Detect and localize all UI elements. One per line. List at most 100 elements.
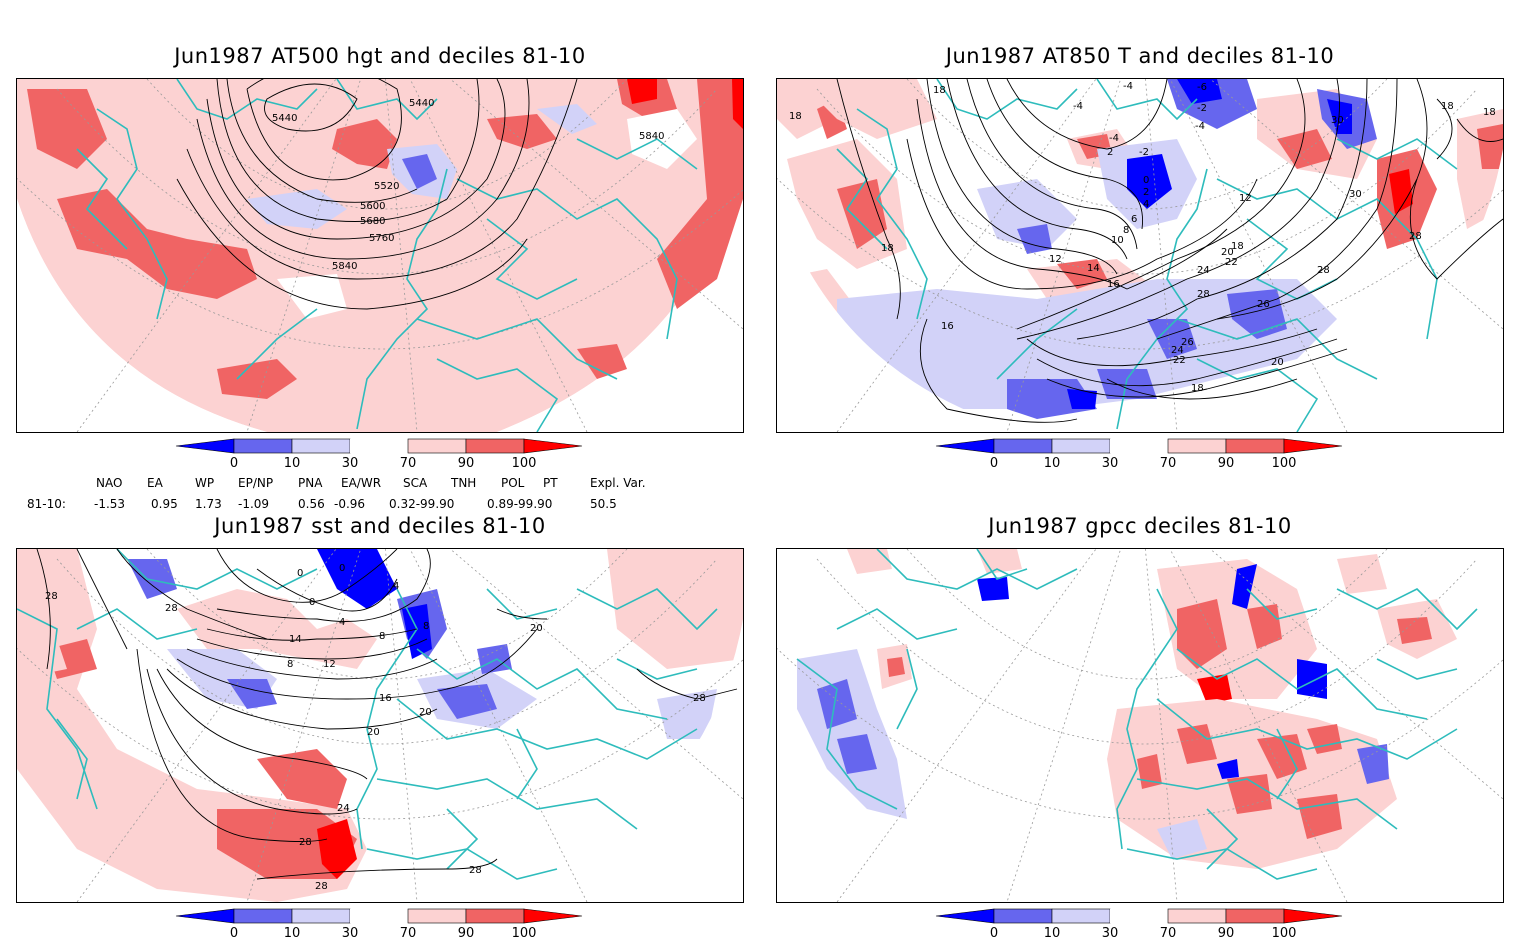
svg-text:-6: -6 <box>1197 82 1207 93</box>
svg-text:24: 24 <box>1197 265 1210 276</box>
panel-title-hgt500: Jun1987 AT500 hgt and deciles 81-10 <box>174 44 586 68</box>
colorbar-tick-label: 10 <box>284 926 301 941</box>
svg-text:16: 16 <box>379 693 392 704</box>
svg-text:24: 24 <box>1171 345 1184 356</box>
index-row-label: 81-10: <box>27 497 66 511</box>
svg-text:0: 0 <box>339 563 345 574</box>
map-panel-hgt500: 5440 5440 5840 5520 5600 5680 5760 5840 <box>16 78 744 433</box>
index-value-sca: 0.32-99.90 <box>389 497 455 511</box>
svg-text:2: 2 <box>1143 187 1149 198</box>
colorbar-segment <box>291 908 351 924</box>
colorbar-segment <box>233 908 293 924</box>
colorbar-segment <box>1283 438 1343 454</box>
colorbar-tick-label: 70 <box>1160 926 1177 941</box>
colorbar-segment <box>1110 909 1168 923</box>
colorbar-tick-label: 70 <box>400 926 417 941</box>
colorbar-tick-label: 10 <box>1044 456 1061 471</box>
svg-text:5440: 5440 <box>409 98 434 109</box>
colorbar-tick-label: 70 <box>1160 456 1177 471</box>
svg-text:18: 18 <box>789 111 802 122</box>
colorbar-segment <box>993 438 1053 454</box>
colorbar-segment <box>291 438 351 454</box>
svg-text:30: 30 <box>1331 115 1344 126</box>
colorbar-segment <box>1167 908 1227 924</box>
index-header-pt: PT <box>543 476 558 490</box>
index-header-eawr: EA/WR <box>341 476 382 490</box>
contour-labels-sst: 28 28 0 0 4 0 4 8 8 14 8 12 16 20 20 20 … <box>45 563 706 892</box>
index-header-sca: SCA <box>403 476 428 490</box>
svg-text:22: 22 <box>1173 355 1186 366</box>
index-value-nao: -1.53 <box>94 497 126 511</box>
svg-text:-4: -4 <box>1109 133 1119 144</box>
svg-text:28: 28 <box>1197 289 1210 300</box>
svg-text:5600: 5600 <box>360 201 385 212</box>
colorbar-tick-label: 10 <box>284 456 301 471</box>
colorbar-tick-label: 0 <box>990 456 998 471</box>
contour-labels-t850: -4 -4 -6 -4 -2 -4 2 -2 0 2 4 6 8 10 12 1… <box>789 81 1496 394</box>
svg-text:18: 18 <box>933 85 946 96</box>
colorbar-segment <box>935 438 995 454</box>
colorbar-tick-label: 90 <box>1218 926 1235 941</box>
svg-text:28: 28 <box>1409 231 1422 242</box>
index-header-wp: WP <box>195 476 215 490</box>
colorbar-tick-label: 90 <box>1218 456 1235 471</box>
colorbar-segment <box>1051 438 1111 454</box>
colorbar-segment <box>175 438 235 454</box>
colorbar-segment <box>1167 438 1227 454</box>
colorbar-t850: 0 10 30 70 90 100 <box>935 438 1356 471</box>
colorbar-segment <box>993 908 1053 924</box>
svg-text:0: 0 <box>1143 175 1149 186</box>
panel-title-sst: Jun1987 sst and deciles 81-10 <box>214 514 546 538</box>
svg-text:20: 20 <box>367 727 380 738</box>
colorbar-tick-label: 90 <box>458 926 475 941</box>
svg-text:4: 4 <box>393 581 399 592</box>
svg-text:28: 28 <box>315 881 328 892</box>
svg-text:-4: -4 <box>1073 101 1083 112</box>
index-header-tnh: TNH <box>451 476 477 490</box>
svg-text:12: 12 <box>1049 254 1062 265</box>
svg-text:5760: 5760 <box>369 233 394 244</box>
colorbar-segment <box>935 908 995 924</box>
svg-text:20: 20 <box>1271 357 1284 368</box>
svg-text:18: 18 <box>1231 241 1244 252</box>
colorbar-tick-label: 100 <box>512 926 537 941</box>
index-value-eawr: -0.96 <box>334 497 366 511</box>
svg-text:24: 24 <box>337 803 350 814</box>
svg-text:20: 20 <box>419 707 432 718</box>
svg-text:14: 14 <box>1087 263 1100 274</box>
svg-text:4: 4 <box>339 617 345 628</box>
svg-text:12: 12 <box>323 659 336 670</box>
colorbar-segment <box>1283 908 1343 924</box>
svg-text:20: 20 <box>530 623 543 634</box>
colorbar-tick-label: 30 <box>342 926 359 941</box>
colorbar-segment <box>1110 439 1168 453</box>
colorbar-segment <box>523 438 583 454</box>
svg-text:-4: -4 <box>1123 81 1133 92</box>
svg-text:16: 16 <box>1107 279 1120 290</box>
svg-text:28: 28 <box>45 591 58 602</box>
index-value-expl-var: 50.5 <box>590 497 617 511</box>
svg-text:10: 10 <box>1111 235 1124 246</box>
svg-text:14: 14 <box>289 634 302 645</box>
index-header-pol: POL <box>501 476 525 490</box>
svg-text:20: 20 <box>1221 247 1234 258</box>
svg-text:8: 8 <box>287 659 293 670</box>
colorbar-tick-label: 90 <box>458 456 475 471</box>
svg-text:28: 28 <box>165 603 178 614</box>
index-header-epnp: EP/NP <box>238 476 274 490</box>
colorbar-tick-label: 0 <box>990 926 998 941</box>
svg-text:12: 12 <box>1239 193 1252 204</box>
svg-text:8: 8 <box>1123 225 1129 236</box>
colorbar-segment <box>407 438 467 454</box>
svg-text:8: 8 <box>379 631 385 642</box>
svg-text:28: 28 <box>1317 265 1330 276</box>
svg-text:28: 28 <box>469 865 482 876</box>
colorbar-segment <box>1225 438 1285 454</box>
svg-text:26: 26 <box>1181 337 1194 348</box>
svg-text:18: 18 <box>1191 383 1204 394</box>
svg-text:8: 8 <box>423 621 429 632</box>
colorbar-segment <box>350 439 408 453</box>
panel-title-t850: Jun1987 AT850 T and deciles 81-10 <box>945 44 1335 68</box>
colorbar-segment <box>523 908 583 924</box>
colorbar-segment <box>1051 908 1111 924</box>
